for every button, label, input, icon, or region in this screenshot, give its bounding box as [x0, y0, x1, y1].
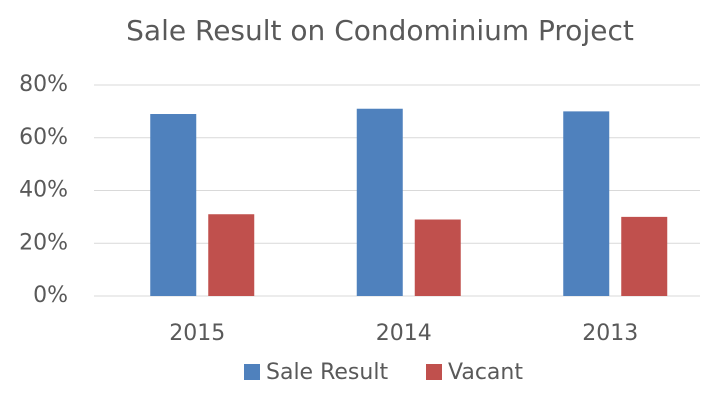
bar: [356, 108, 403, 296]
bar: [621, 216, 668, 296]
legend-swatch: [426, 364, 442, 380]
legend-label: Sale Result: [266, 360, 388, 385]
y-tick-label: 60%: [19, 125, 68, 150]
bar: [208, 214, 255, 296]
y-tick-label: 40%: [19, 178, 68, 203]
bar: [150, 114, 197, 296]
chart-title: Sale Result on Condominium Project: [126, 14, 634, 47]
bar: [563, 111, 610, 296]
x-tick-label: 2014: [376, 321, 432, 346]
legend-label: Vacant: [448, 360, 523, 385]
legend-swatch: [244, 364, 260, 380]
y-tick-label: 20%: [19, 230, 68, 255]
y-tick-label: 0%: [33, 283, 68, 308]
bar: [414, 219, 461, 296]
x-tick-label: 2013: [582, 321, 638, 346]
x-tick-label: 2015: [169, 321, 225, 346]
y-tick-label: 80%: [19, 72, 68, 97]
